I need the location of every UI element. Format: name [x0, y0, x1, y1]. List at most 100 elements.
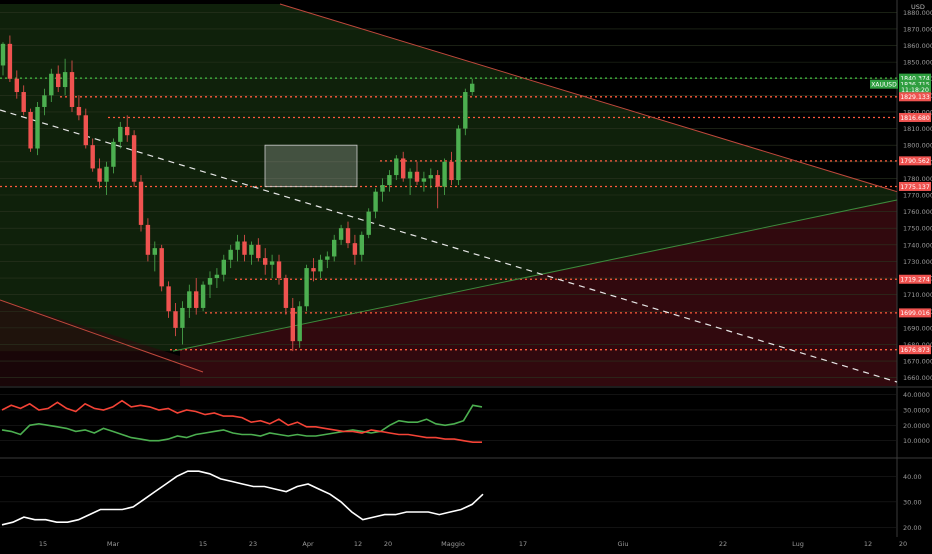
candle-body — [345, 228, 351, 244]
candle-body — [97, 168, 102, 182]
candle-body — [28, 111, 33, 149]
candle — [159, 244, 164, 292]
candle — [442, 158, 447, 195]
price-tag-label: 1816.680 — [900, 115, 930, 122]
candle — [62, 58, 68, 96]
candle-body — [166, 286, 171, 312]
time-tick-label: Apr — [302, 540, 314, 548]
price-tag-label: 1699.016 — [900, 310, 930, 317]
candle-body — [21, 92, 26, 112]
price-tick-label: 1680.000 — [903, 341, 932, 349]
candle-body — [428, 175, 433, 179]
candle — [304, 264, 309, 312]
candle-body — [235, 241, 240, 250]
candle-body — [387, 175, 392, 186]
candle-body — [332, 239, 337, 257]
candle-body — [263, 258, 268, 265]
candle — [131, 130, 137, 187]
candle-body — [49, 73, 54, 96]
price-tag — [899, 85, 931, 95]
consolidation-box — [264, 144, 358, 188]
candle-body — [145, 224, 151, 255]
candle — [414, 161, 420, 186]
candle — [345, 221, 351, 249]
candle — [152, 241, 157, 272]
candle — [14, 70, 19, 99]
candle-body — [359, 234, 364, 255]
candle — [373, 188, 378, 219]
candle — [7, 35, 13, 83]
candle — [104, 161, 109, 195]
candle-body — [311, 268, 316, 272]
candle-body — [407, 171, 413, 179]
candle-body — [221, 259, 226, 275]
candle — [111, 138, 116, 174]
time-tick-label: 17 — [519, 540, 527, 548]
indicator-tick-label: 30.00 — [903, 498, 922, 506]
currency-label: USD — [911, 3, 925, 11]
candle — [42, 88, 47, 116]
candle — [276, 254, 282, 285]
symbol-tag-label: XAUUSD — [871, 81, 897, 88]
candle — [235, 234, 240, 262]
candle-body — [56, 73, 61, 88]
candle — [125, 115, 130, 142]
candle — [269, 254, 275, 279]
candle-body — [0, 43, 6, 66]
price-tick-label: 1670.000 — [903, 358, 932, 366]
candle — [407, 168, 413, 195]
candle-body — [325, 256, 330, 260]
candle — [21, 85, 26, 116]
lower-red-zone — [0, 300, 180, 386]
time-tick-label: 15 — [39, 540, 47, 548]
adx-line — [1, 470, 484, 526]
candle-body — [152, 248, 157, 255]
candle — [49, 68, 54, 102]
candle — [35, 101, 40, 156]
candle-body — [200, 284, 206, 308]
candle — [118, 121, 123, 149]
price-tick-label: 1800.000 — [903, 142, 932, 150]
price-tag-label: 1719.274 — [900, 277, 930, 284]
time-tick-label: 12 — [864, 540, 872, 548]
indicator-tick-label: 10.0000 — [903, 437, 930, 445]
candle-body — [76, 106, 82, 116]
candle-body — [401, 158, 406, 179]
dmi-pane: 10.0000 20.0000 30.0000 40.0000 — [0, 391, 930, 445]
candle — [338, 224, 344, 245]
time-tick-label: 12 — [354, 540, 362, 548]
candle — [242, 234, 247, 262]
candle — [145, 218, 151, 262]
price-tag-label: 1836.715 — [900, 81, 930, 88]
candle-body — [242, 241, 247, 255]
candle-body — [421, 178, 427, 182]
candle — [366, 208, 371, 239]
candle-body — [318, 259, 323, 272]
candle-body — [338, 228, 344, 240]
candle — [0, 42, 6, 76]
price-tick-label: 1850.000 — [903, 59, 932, 67]
indicator-tick-label: 20.00 — [903, 524, 922, 532]
candle-body — [90, 145, 95, 169]
candle-body — [442, 161, 447, 187]
candle — [263, 248, 268, 275]
plus_di-line — [1, 404, 483, 442]
candle-body — [297, 306, 302, 342]
candle — [173, 302, 178, 337]
price-axis[interactable]: 1660.0001670.0001680.0001690.0001700.000… — [870, 9, 932, 382]
price-tick-label: 1760.000 — [903, 208, 932, 216]
candle — [435, 170, 440, 209]
candle-body — [256, 244, 261, 259]
candle-body — [180, 307, 185, 328]
price-tick-label: 1880.000 — [903, 9, 932, 17]
candle — [290, 297, 295, 352]
red-zone — [173, 199, 897, 386]
time-axis[interactable]: 15 Mar 15 23 Apr 12 20 Maggio 17 Giu 22 Lug 12 20 — [39, 540, 907, 548]
time-tick-label: 20 — [899, 540, 907, 548]
candle — [56, 65, 61, 93]
indicator-tick-label: 20.0000 — [903, 422, 930, 430]
price-tag — [899, 345, 931, 355]
candle — [249, 241, 254, 265]
